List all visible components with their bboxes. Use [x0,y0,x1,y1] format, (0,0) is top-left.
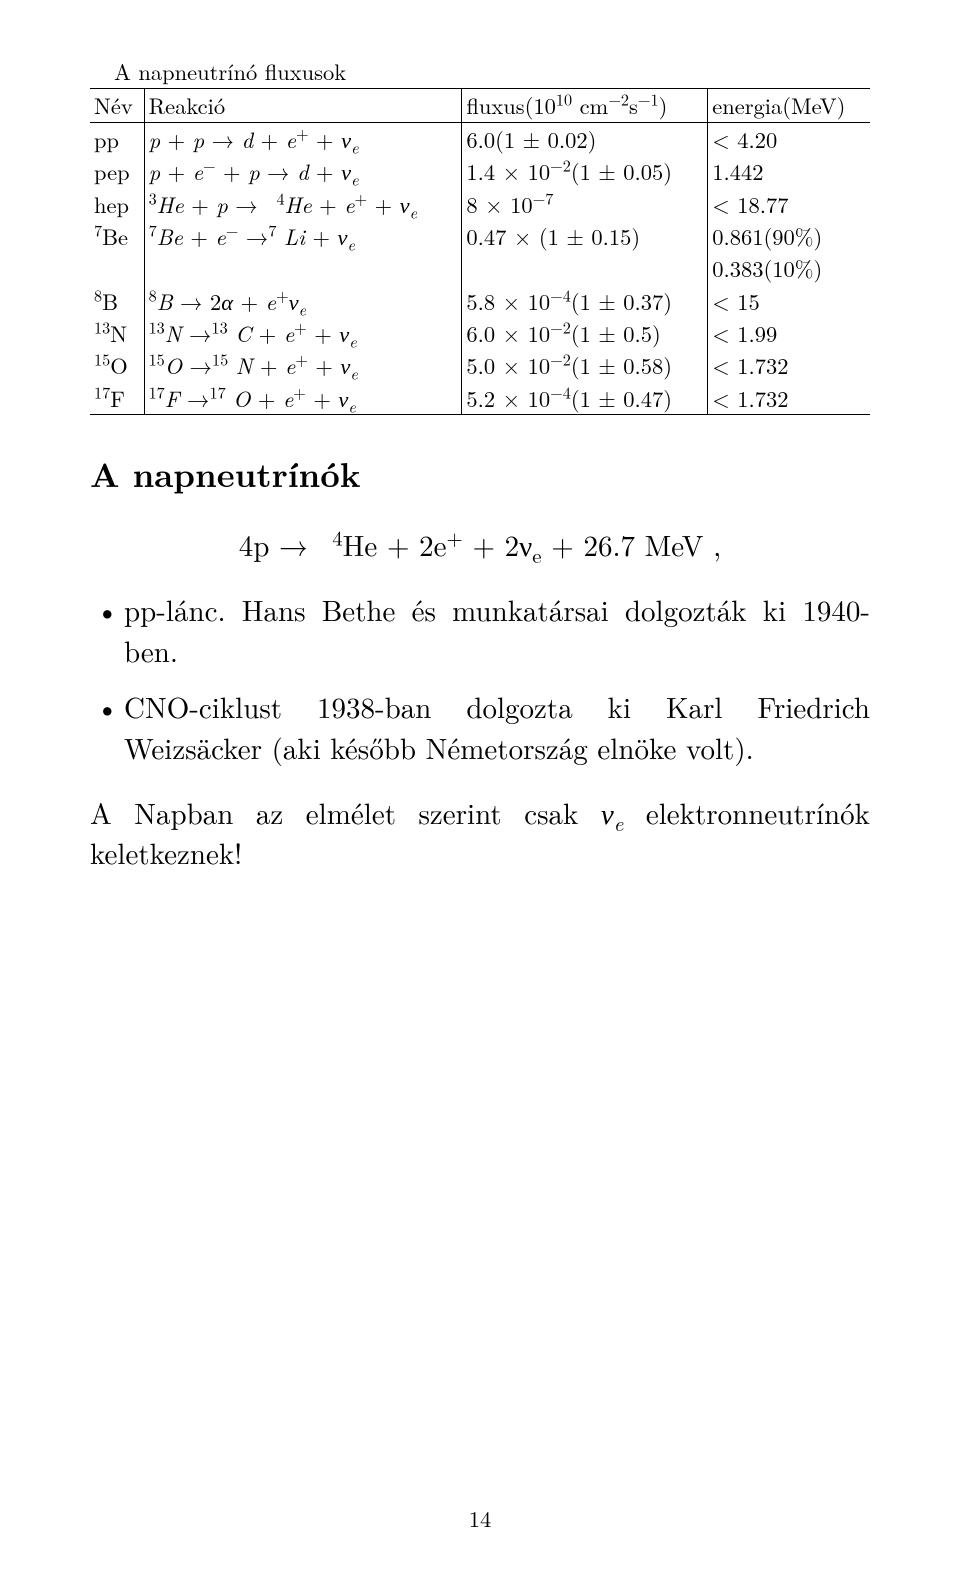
cell-flux [462,252,708,284]
table-row: 13N 13N →13 C + e+ + νe 6.0 × 10−2(1 ± 0… [90,317,870,349]
cell-reaction: 17F →17 O + e+ + νe [144,382,462,415]
cell-name: 8B [90,285,144,317]
cell-flux: 6.0 × 10−2(1 ± 0.5) [462,317,708,349]
cell-reaction: 8B → 2α + e+νe [144,285,462,317]
cell-energy: < 18.77 [708,188,870,220]
cell-energy: 0.383(10%) [708,252,870,284]
table-row: 7Be 7Be + e− →7 Li + νe 0.47 × (1 ± 0.15… [90,220,870,252]
cell-energy: 0.861(90%) [708,220,870,252]
table-row: 17F 17F →17 O + e+ + νe 5.2 × 10−4(1 ± 0… [90,382,870,415]
equation: 4p → 4He + 2e+ + 2νe + 26.7 MeV , [90,525,870,564]
table-row: pp p + p → d + e+ + νe 6.0(1 ± 0.02) < 4… [90,122,870,155]
cell-name: pep [90,155,144,187]
cell-energy: < 1.732 [708,382,870,415]
cell-energy: < 1.99 [708,317,870,349]
cell-energy: < 15 [708,285,870,317]
page-number: 14 [0,1503,960,1533]
cell-reaction: p + e− + p → d + νe [144,155,462,187]
flux-table: Név Reakció fluxus(1010 cm−2s−1) energia… [90,88,870,415]
cell-flux: 8 × 10−7 [462,188,708,220]
cell-name: pp [90,122,144,155]
table-row: 15O 15O →15 N + e+ + νe 5.0 × 10−2(1 ± 0… [90,349,870,381]
cell-name [90,252,144,284]
th-name: Név [90,89,144,122]
cell-flux: 1.4 × 10−2(1 ± 0.05) [462,155,708,187]
cell-reaction: p + p → d + e+ + νe [144,122,462,155]
table-row: hep 3He + p → 4He + e+ + νe 8 × 10−7 < 1… [90,188,870,220]
cell-name: 7Be [90,220,144,252]
cell-flux: 5.0 × 10−2(1 ± 0.58) [462,349,708,381]
cell-name: hep [90,188,144,220]
th-reaction: Reakció [144,89,462,122]
cell-energy: < 1.732 [708,349,870,381]
cell-energy: 1.442 [708,155,870,187]
closing-paragraph: A Napban az elmélet szerint csak νe elek… [90,793,870,874]
cell-reaction: 7Be + e− →7 Li + νe [144,220,462,252]
cell-flux: 5.2 × 10−4(1 ± 0.47) [462,382,708,415]
cell-reaction: 3He + p → 4He + e+ + νe [144,188,462,220]
cell-energy: < 4.20 [708,122,870,155]
bullet-item: pp-lánc. Hans Bethe és munkatársai dolgo… [90,590,870,671]
cell-flux: 6.0(1 ± 0.02) [462,122,708,155]
table-row: 0.383(10%) [90,252,870,284]
table-row: pep p + e− + p → d + νe 1.4 × 10−2(1 ± 0… [90,155,870,187]
section-heading: A napneutrínók [90,451,870,497]
bullet-list: pp-lánc. Hans Bethe és munkatársai dolgo… [90,590,870,768]
cell-flux: 0.47 × (1 ± 0.15) [462,220,708,252]
cell-flux: 5.8 × 10−4(1 ± 0.37) [462,285,708,317]
table-title: A napneutrínó fluxusok [90,56,870,86]
th-flux: fluxus(1010 cm−2s−1) [462,89,708,122]
bullet-item: CNO-ciklust 1938-ban dolgozta ki Karl Fr… [90,687,870,768]
cell-name: 17F [90,382,144,415]
cell-name: 15O [90,349,144,381]
th-energy: energia(MeV) [708,89,870,122]
cell-reaction: 15O →15 N + e+ + νe [144,349,462,381]
table-row: 8B 8B → 2α + e+νe 5.8 × 10−4(1 ± 0.37) <… [90,285,870,317]
cell-name: 13N [90,317,144,349]
cell-reaction [144,252,462,284]
cell-reaction: 13N →13 C + e+ + νe [144,317,462,349]
table-header-row: Név Reakció fluxus(1010 cm−2s−1) energia… [90,89,870,122]
